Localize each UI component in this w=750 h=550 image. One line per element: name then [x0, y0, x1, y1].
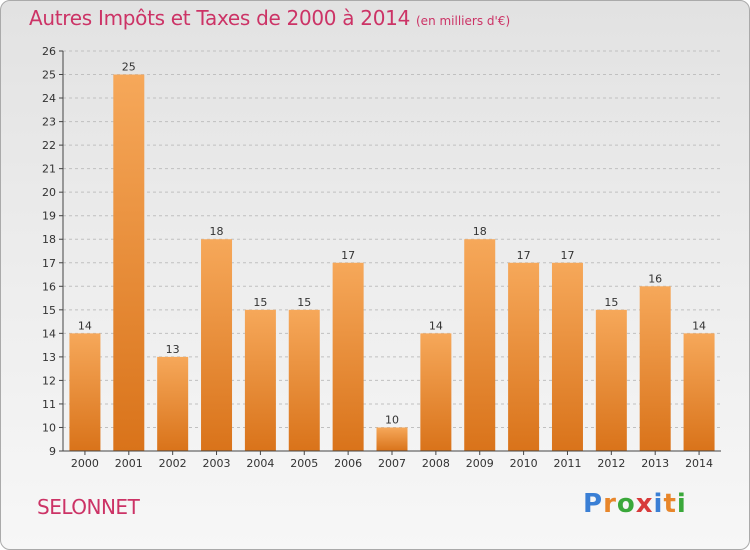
bar: [420, 333, 452, 451]
x-tick-label: 2011: [553, 457, 581, 470]
x-tick-label: 2010: [510, 457, 538, 470]
bar-value-label: 17: [341, 249, 355, 262]
chart-subtitle: (en milliers d'€): [416, 14, 511, 28]
bar-value-label: 14: [429, 319, 443, 332]
y-tick-label: 9: [49, 445, 56, 458]
x-tick-label: 2013: [641, 457, 669, 470]
chart-title-main: Autres Impôts et Taxes de 2000 à 2014: [29, 6, 410, 30]
bar-value-label: 13: [166, 343, 180, 356]
bar-value-label: 17: [517, 249, 531, 262]
x-tick-label: 2006: [334, 457, 362, 470]
logo-letter: P: [583, 489, 604, 519]
bar: [69, 333, 101, 451]
bar-value-label: 25: [122, 61, 136, 74]
y-tick-label: 10: [42, 421, 56, 434]
y-tick-label: 20: [42, 186, 56, 199]
x-tick-label: 2002: [159, 457, 187, 470]
x-tick-label: 2012: [597, 457, 625, 470]
bar: [551, 262, 583, 451]
x-tick-label: 2003: [203, 457, 231, 470]
y-tick-label: 22: [42, 139, 56, 152]
y-tick-label: 21: [42, 163, 56, 176]
bar-value-label: 15: [297, 296, 311, 309]
bar: [376, 427, 408, 451]
x-tick-label: 2000: [71, 457, 99, 470]
commune-name: SELONNET: [37, 495, 140, 519]
bar: [595, 309, 627, 451]
logo-letter: i: [653, 489, 664, 519]
bar-value-label: 14: [78, 319, 92, 332]
y-tick-label: 16: [42, 280, 56, 293]
bar: [288, 309, 320, 451]
x-tick-label: 2007: [378, 457, 406, 470]
logo-letter: o: [616, 489, 636, 519]
bar-value-label: 15: [253, 296, 267, 309]
y-tick-label: 23: [42, 116, 56, 129]
proxiti-logo: Proxiti: [583, 489, 687, 519]
chart-title: Autres Impôts et Taxes de 2000 à 2014 (en…: [29, 6, 510, 30]
bar-value-label: 15: [604, 296, 618, 309]
x-tick-label: 2014: [685, 457, 713, 470]
bar: [508, 262, 540, 451]
logo-letter: t: [663, 489, 677, 519]
y-tick-label: 24: [42, 92, 56, 105]
x-tick-label: 2008: [422, 457, 450, 470]
logo-letter: i: [676, 489, 687, 519]
bar-value-label: 16: [648, 272, 662, 285]
bar: [464, 239, 496, 451]
bar: [201, 239, 233, 451]
y-tick-label: 19: [42, 210, 56, 223]
bar: [113, 74, 145, 451]
bar-value-label: 18: [210, 225, 224, 238]
y-tick-label: 13: [42, 351, 56, 364]
y-tick-label: 11: [42, 398, 56, 411]
y-tick-label: 17: [42, 257, 56, 270]
y-tick-label: 26: [42, 45, 56, 58]
bar: [244, 309, 276, 451]
x-tick-label: 2004: [246, 457, 274, 470]
bar-value-label: 14: [692, 319, 706, 332]
bar: [332, 262, 364, 451]
bar: [157, 356, 189, 451]
x-tick-label: 2005: [290, 457, 318, 470]
logo-letter: x: [635, 489, 654, 519]
bar: [683, 333, 715, 451]
x-tick-label: 2009: [466, 457, 494, 470]
y-tick-label: 18: [42, 233, 56, 246]
bar-value-label: 10: [385, 413, 399, 426]
bar: [639, 286, 671, 451]
y-tick-label: 14: [42, 327, 56, 340]
bar-value-label: 18: [473, 225, 487, 238]
x-tick-label: 2001: [115, 457, 143, 470]
y-tick-label: 12: [42, 374, 56, 387]
bar-value-label: 17: [560, 249, 574, 262]
logo-letter: r: [603, 489, 617, 519]
y-tick-label: 25: [42, 69, 56, 82]
y-tick-label: 15: [42, 304, 56, 317]
